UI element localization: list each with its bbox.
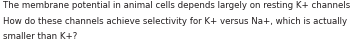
Text: The membrane potential in animal cells depends largely on resting K+ channels.: The membrane potential in animal cells d… — [3, 1, 350, 10]
Text: How do these channels achieve selectivity for K+ versus Na+, which is actually: How do these channels achieve selectivit… — [3, 17, 347, 26]
Text: smaller than K+?: smaller than K+? — [3, 32, 77, 41]
